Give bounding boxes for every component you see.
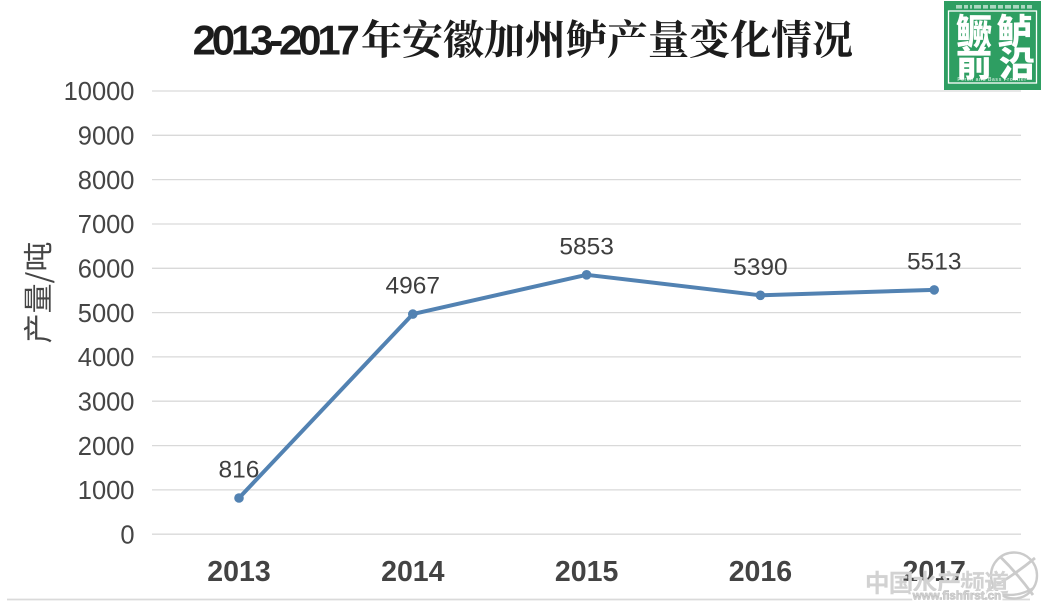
svg-text:0: 0: [120, 521, 134, 549]
svg-text:www.fishfirst.cn: www.fishfirst.cn: [912, 591, 1001, 603]
svg-text:7000: 7000: [78, 211, 135, 239]
svg-text:www.fishfirst.cn: www.fishfirst.cn: [912, 591, 1001, 603]
svg-text:8000: 8000: [78, 167, 135, 195]
svg-text:2013-2017: 2013-2017: [193, 16, 359, 63]
svg-text:1000: 1000: [78, 477, 135, 505]
svg-text:2013: 2013: [207, 556, 270, 588]
svg-text:5513: 5513: [907, 248, 962, 275]
svg-text:3000: 3000: [78, 388, 135, 416]
svg-text:9000: 9000: [78, 123, 135, 151]
svg-text:2016: 2016: [729, 556, 792, 588]
svg-text:5000: 5000: [78, 300, 135, 328]
svg-text:2000: 2000: [78, 433, 135, 461]
svg-text:Perch and Bass Frontier: Perch and Bass Frontier: [957, 77, 1026, 83]
svg-text:10000: 10000: [64, 78, 135, 106]
svg-text:2015: 2015: [555, 556, 619, 588]
svg-text:2014: 2014: [381, 556, 445, 588]
svg-text:6000: 6000: [78, 256, 135, 284]
svg-text:5390: 5390: [733, 254, 788, 281]
svg-text:4000: 4000: [78, 344, 135, 372]
svg-text:4967: 4967: [386, 273, 441, 300]
svg-text:816: 816: [219, 457, 260, 484]
svg-text:2017: 2017: [902, 556, 965, 588]
svg-text:5853: 5853: [559, 233, 614, 260]
